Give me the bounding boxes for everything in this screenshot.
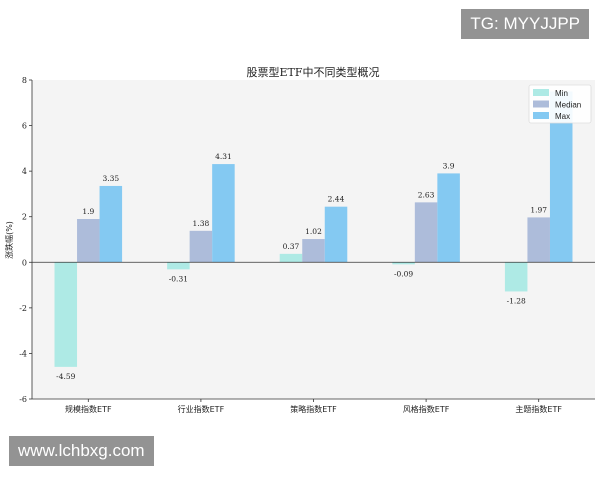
x-tick-label: 策略指数ETF: [290, 404, 337, 414]
y-tick-label: -4: [19, 349, 27, 358]
labels-layer: -4.59 1.9 3.35 -0.31 1.38 4.31 0.37 1.02 2.44 -0.…: [56, 152, 547, 381]
data-label: 2.44: [328, 195, 345, 204]
y-tick-label: 4: [22, 167, 27, 176]
bar-max: [549, 91, 573, 263]
data-label: -4.59: [56, 372, 75, 381]
bar-min: [167, 262, 190, 270]
data-label: 1.38: [193, 219, 210, 228]
y-axis-label: 涨跌幅(%): [4, 221, 14, 259]
bar-max: [212, 164, 235, 263]
data-label: 4.31: [215, 152, 232, 161]
data-label: -0.31: [169, 274, 188, 283]
data-label: 1.9: [82, 207, 94, 216]
bar-max: [99, 185, 123, 263]
bar-min: [54, 262, 78, 367]
data-label: 3.35: [102, 174, 119, 183]
x-tick-label: 主题指数ETF: [515, 404, 562, 414]
bar-median: [527, 217, 550, 263]
bar-min: [504, 262, 528, 292]
bar-max: [437, 173, 460, 263]
data-label: 1.97: [530, 205, 547, 214]
y-tick-label: -6: [19, 395, 27, 404]
x-tick-label: 规模指数ETF: [65, 404, 112, 414]
bar-min: [392, 262, 415, 265]
bar-median: [189, 230, 213, 263]
legend: Min Median Max: [528, 84, 592, 124]
bar-median: [302, 239, 325, 263]
watermark-top: TG: MYYJJPP: [461, 9, 589, 39]
legend-swatch: [533, 100, 549, 108]
bar-median: [77, 218, 100, 263]
x-tick-label: 行业指数ETF: [178, 404, 225, 414]
data-label: -0.09: [394, 269, 413, 278]
legend-swatch: [533, 89, 549, 96]
data-label: 0.37: [283, 242, 300, 251]
data-label: -1.28: [507, 296, 526, 305]
data-label: 3.9: [443, 161, 455, 170]
legend-label: Median: [555, 101, 581, 110]
y-tick-label: 2: [22, 213, 27, 222]
bars-layer: [54, 91, 573, 367]
y-tick-label: 6: [22, 122, 27, 131]
legend-swatch: [533, 112, 549, 119]
y-tick-label: 0: [22, 258, 27, 267]
chart-title: 股票型ETF中不同类型概况: [247, 65, 380, 79]
axes-layer: 规模指数ETF 行业指数ETF 策略指数ETF 风格指数ETF 主题指数ETF -6 -4 -…: [19, 76, 595, 414]
y-tick-label: 8: [22, 76, 27, 85]
legend-label: Max: [555, 112, 570, 121]
watermark-bottom: www.lchbxg.com: [9, 436, 154, 466]
data-label: 2.63: [418, 190, 435, 199]
y-tick-label: -2: [19, 304, 27, 313]
bar-min: [279, 253, 303, 263]
x-tick-label: 风格指数ETF: [403, 404, 450, 414]
data-label: 1.02: [305, 227, 322, 236]
bar-median: [414, 202, 438, 263]
bar-max: [324, 206, 348, 263]
legend-label: Min: [555, 89, 568, 98]
